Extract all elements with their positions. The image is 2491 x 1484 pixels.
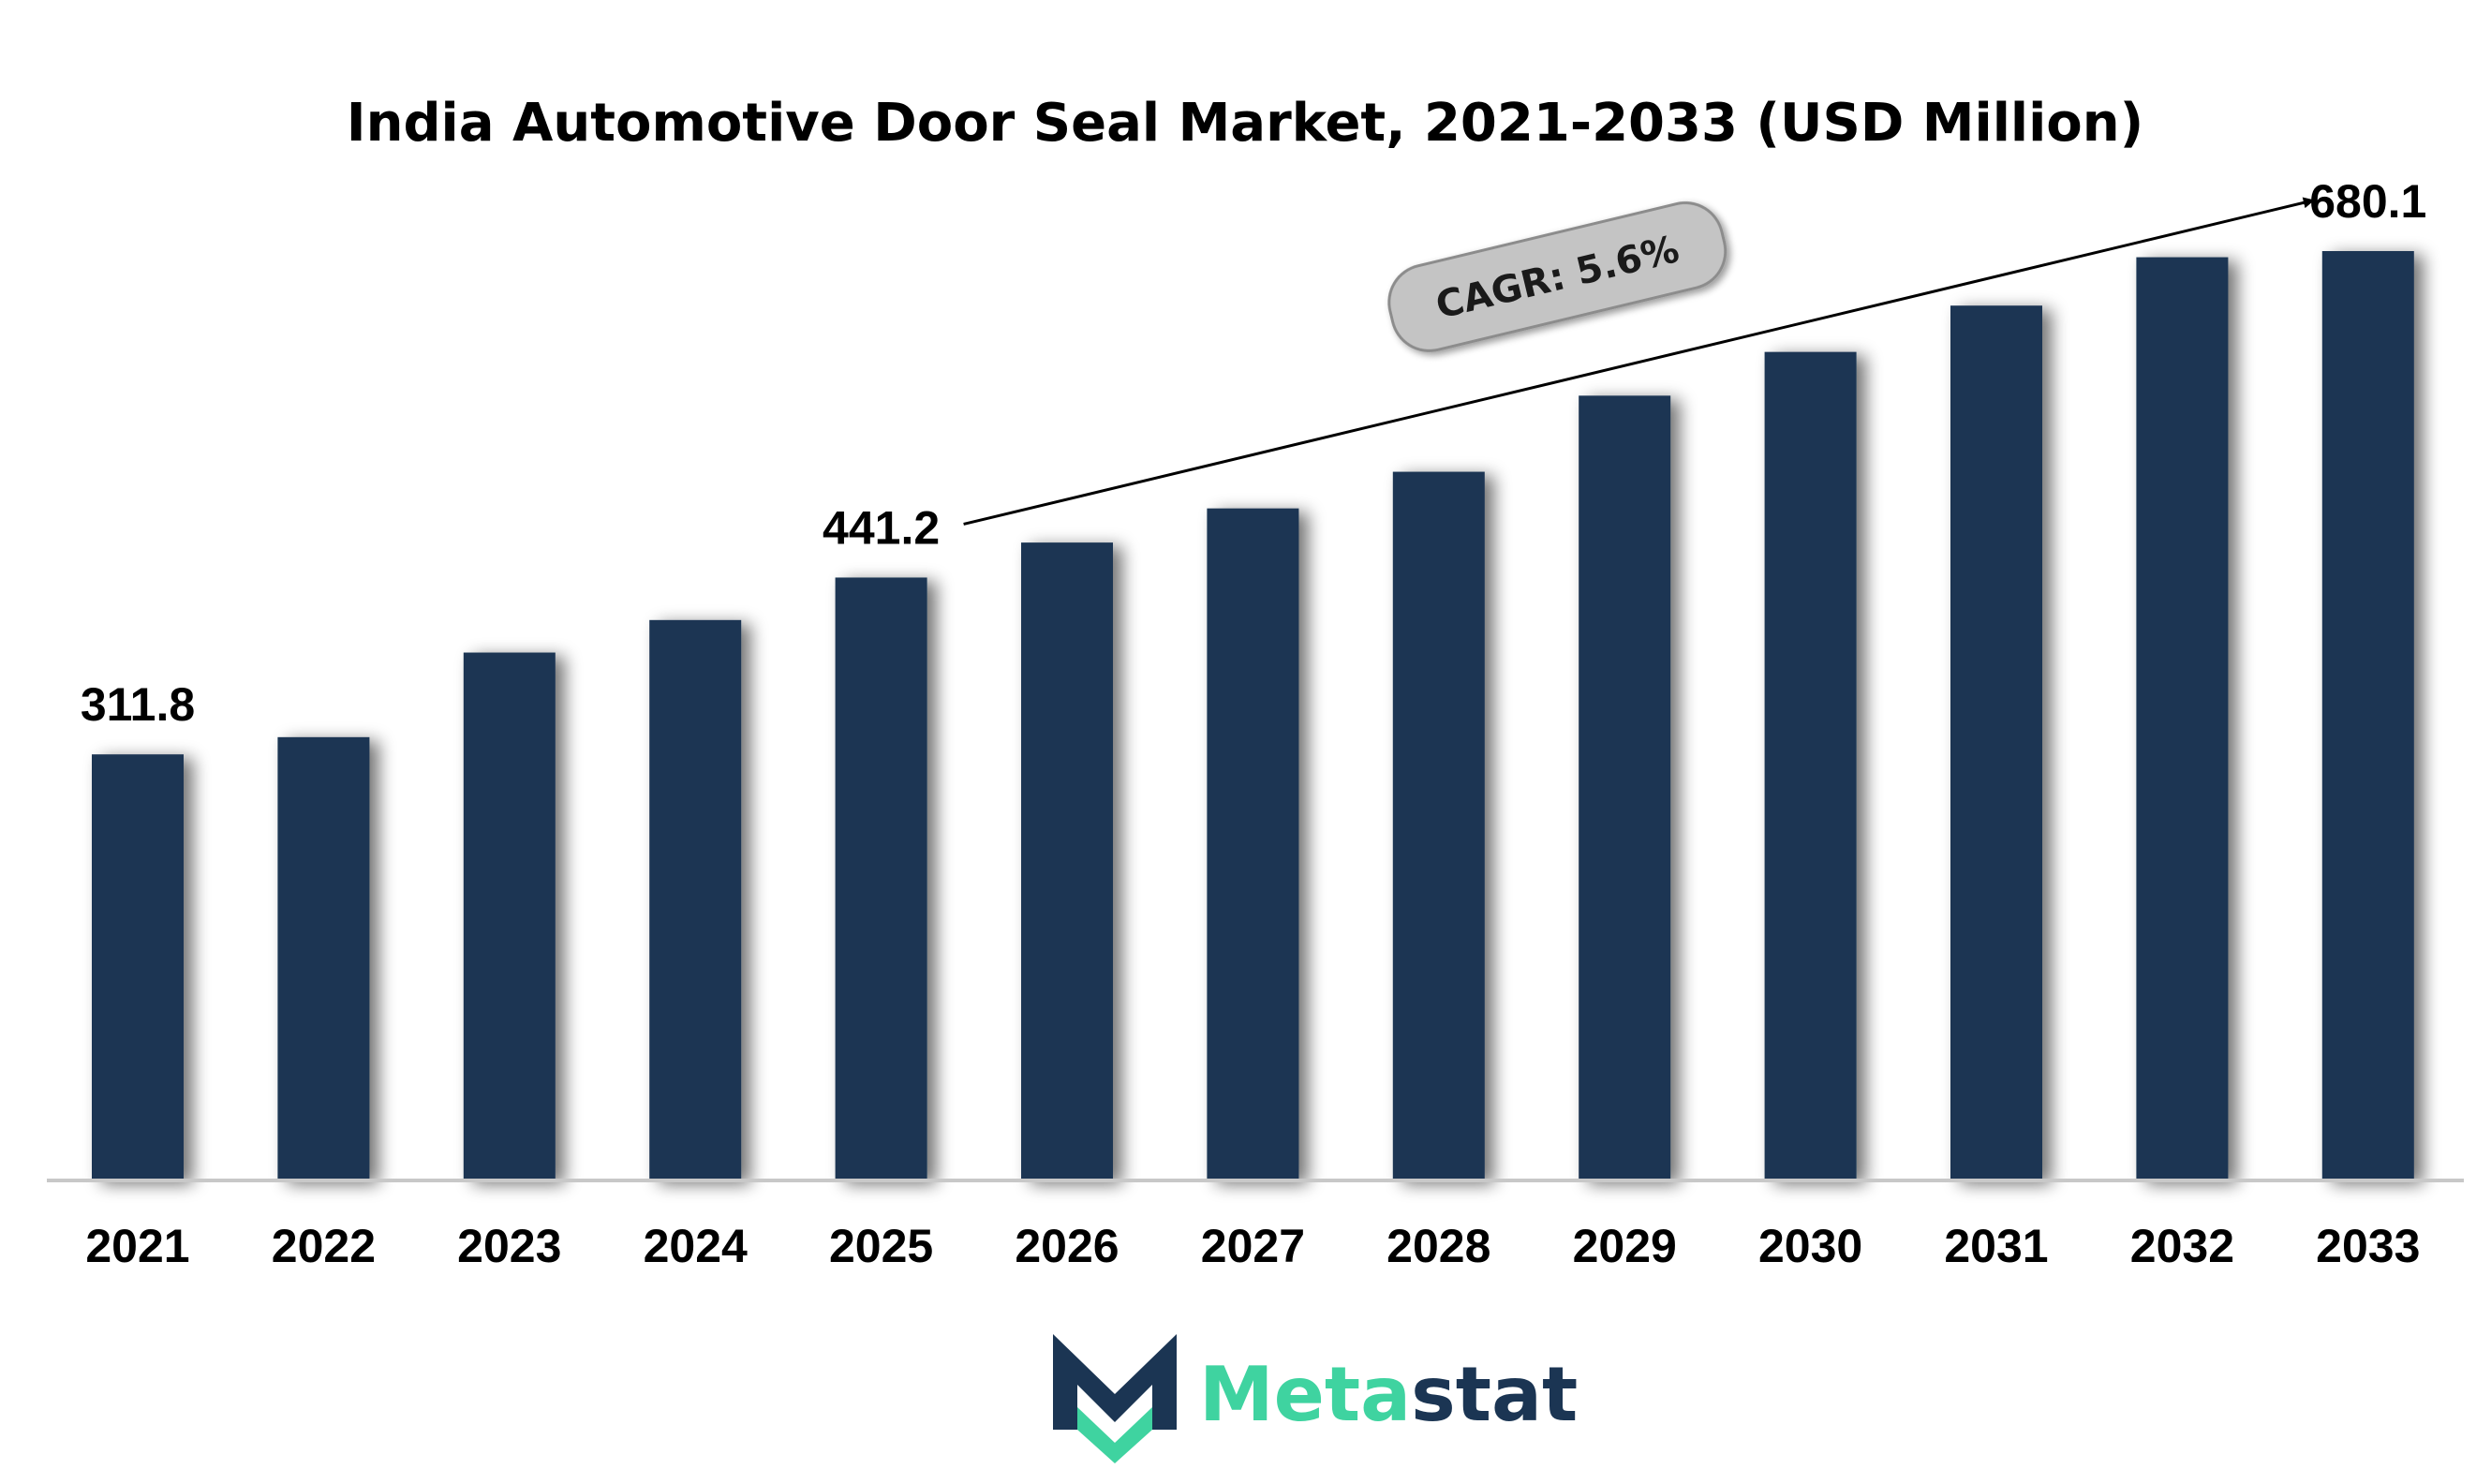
x-tick-label-2031: 2031 bbox=[1944, 1220, 2048, 1272]
data-label-2025: 441.2 bbox=[823, 501, 940, 554]
logo-text-stat: stat bbox=[1411, 1351, 1578, 1438]
bar-2027 bbox=[1207, 508, 1299, 1180]
chart-title: India Automotive Door Seal Market, 2021-… bbox=[347, 93, 2144, 154]
x-tick-label-2030: 2030 bbox=[1758, 1220, 1862, 1272]
cagr-badge: CAGR: 5.6% bbox=[1387, 201, 1727, 352]
data-label-2033: 680.1 bbox=[2309, 175, 2426, 228]
bar-2022 bbox=[277, 736, 370, 1180]
data-label-2021: 311.8 bbox=[81, 678, 195, 731]
bar-2031 bbox=[1950, 305, 2042, 1180]
bar-2028 bbox=[1392, 471, 1485, 1180]
x-tick-label-2032: 2032 bbox=[2130, 1220, 2234, 1272]
bar-2033 bbox=[2321, 251, 2414, 1180]
bar-2030 bbox=[1764, 351, 1857, 1180]
x-tick-label-2029: 2029 bbox=[1573, 1220, 1677, 1272]
cagr-badge-background bbox=[1387, 201, 1727, 352]
bar-2026 bbox=[1021, 542, 1113, 1180]
x-tick-labels: 2021 2022 2023 2024 2025 2026 2027 2028 2029 2030… bbox=[85, 1220, 2420, 1272]
bar-2029 bbox=[1579, 395, 1671, 1181]
data-labels: 311.8 441.2 680.1 bbox=[81, 175, 2427, 731]
bar-2023 bbox=[463, 652, 556, 1180]
bar-2024 bbox=[649, 619, 742, 1180]
x-tick-label-2028: 2028 bbox=[1386, 1220, 1490, 1272]
metastat-logo: Metastat bbox=[1053, 1334, 1578, 1463]
x-tick-label-2023: 2023 bbox=[457, 1220, 561, 1272]
bar-2032 bbox=[2136, 257, 2229, 1181]
logo-text: Metastat bbox=[1199, 1351, 1578, 1438]
bars bbox=[92, 251, 2414, 1181]
cagr-arrow bbox=[963, 197, 2315, 526]
x-tick-label-2026: 2026 bbox=[1015, 1220, 1119, 1272]
x-tick-label-2025: 2025 bbox=[829, 1220, 933, 1272]
logo-text-meta: Meta bbox=[1199, 1351, 1411, 1438]
bar-2021 bbox=[92, 754, 184, 1180]
metastat-m-logo-icon bbox=[1053, 1334, 1177, 1463]
x-tick-label-2033: 2033 bbox=[2316, 1220, 2420, 1272]
x-tick-label-2022: 2022 bbox=[272, 1220, 376, 1272]
x-tick-label-2027: 2027 bbox=[1201, 1220, 1305, 1272]
x-tick-label-2024: 2024 bbox=[644, 1220, 748, 1272]
bar-2025 bbox=[835, 577, 927, 1180]
x-tick-label-2021: 2021 bbox=[85, 1220, 189, 1272]
